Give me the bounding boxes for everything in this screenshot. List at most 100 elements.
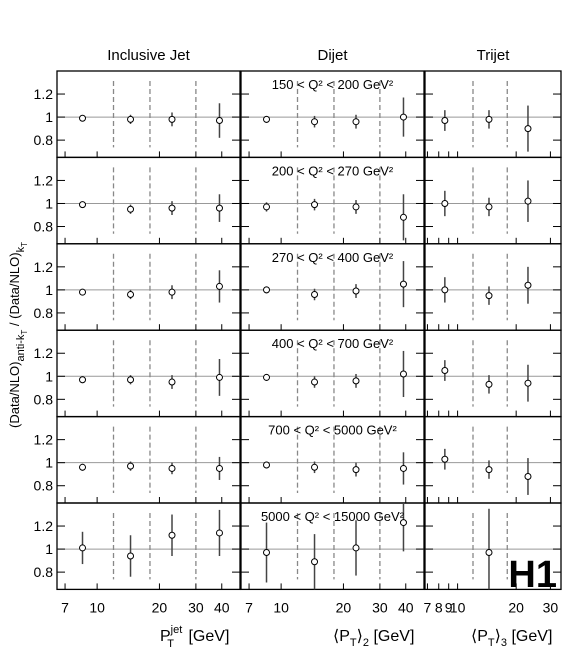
x-tick-label: 9: [445, 599, 453, 615]
x-tick-label: 10: [273, 599, 289, 615]
data-point: [215, 373, 223, 381]
x-tick-label: 20: [152, 599, 168, 615]
y-tick-label: 1: [45, 368, 53, 384]
x-axis-title-sub: T: [350, 637, 357, 649]
x-axis-title-unit: [GeV]: [184, 628, 229, 645]
data-point: [485, 292, 493, 300]
x-tick-label: 7: [245, 599, 253, 615]
y-tick-label: 0.8: [34, 391, 54, 407]
data-point: [399, 280, 407, 288]
q2-range-label: 150 < Q² < 200 GeV²: [272, 77, 394, 92]
data-point: [311, 201, 319, 209]
y-tick-label: 1: [45, 109, 53, 125]
y-tick-label: 1: [45, 455, 53, 471]
panel-frame: [56, 243, 241, 331]
data-point: [352, 466, 360, 474]
data-point: [352, 118, 360, 126]
data-point: [441, 455, 449, 463]
data-point: [263, 203, 271, 211]
y-axis-title-sub3: k: [15, 246, 27, 252]
data-point: [524, 281, 532, 289]
h1-logo: H1: [508, 554, 557, 596]
x-axis-title: ⟨PT⟩3 [GeV]: [471, 628, 552, 649]
data-point: [127, 115, 135, 123]
data-point: [79, 463, 87, 471]
data-point: [263, 286, 271, 294]
data-point: [168, 378, 176, 386]
data-point: [485, 203, 493, 211]
x-tick-label: 8: [435, 599, 443, 615]
x-tick-label: 7: [61, 599, 69, 615]
data-point: [127, 552, 135, 560]
data-point: [79, 288, 87, 296]
x-axis-title-sup: jet: [170, 624, 183, 636]
q2-range-label: 270 < Q² < 400 GeV²: [272, 250, 394, 265]
y-tick-label: 1.2: [34, 345, 54, 361]
data-point: [441, 199, 449, 207]
x-axis-title-unit: [GeV]: [369, 628, 414, 645]
data-point: [79, 201, 87, 209]
data-point: [263, 115, 271, 123]
x-axis-title-unit: [GeV]: [507, 628, 552, 645]
data-point: [311, 118, 319, 126]
data-point: [168, 288, 176, 296]
y-tick-label: 0.8: [34, 219, 54, 235]
x-axis-title-sub: T: [488, 637, 495, 649]
data-point: [399, 113, 407, 121]
panel-frame: [56, 70, 241, 159]
x-axis-title-main: P: [160, 628, 171, 645]
data-point: [311, 378, 319, 386]
data-point: [352, 544, 360, 552]
y-axis-title-main: (Data/NLO): [7, 362, 22, 428]
data-point: [485, 115, 493, 123]
data-point: [168, 464, 176, 472]
x-tick-label: 40: [214, 599, 230, 615]
x-tick-label: 20: [508, 599, 524, 615]
y-axis-title-sub: anti-k: [15, 334, 27, 361]
panel-frame: [56, 502, 241, 591]
data-point: [311, 463, 319, 471]
data-point: [215, 464, 223, 472]
x-axis-title: Pjet T [GeV]: [160, 624, 229, 650]
q2-range-label: 200 < Q² < 270 GeV²: [272, 163, 394, 178]
data-point: [441, 117, 449, 125]
data-point: [215, 529, 223, 537]
x-tick-label: 30: [543, 599, 559, 615]
y-tick-label: 1.2: [34, 432, 54, 448]
data-point: [524, 197, 532, 205]
data-point: [399, 519, 407, 527]
data-point: [127, 462, 135, 470]
panel-frame: [56, 329, 241, 418]
data-point: [127, 376, 135, 384]
data-point: [311, 558, 319, 566]
x-axis-title-main: ⟨P: [333, 628, 350, 645]
panel-frame: [56, 415, 241, 504]
data-point: [263, 549, 271, 557]
panel-frame: [424, 502, 562, 591]
y-tick-label: 1: [45, 541, 53, 557]
x-tick-label: 30: [372, 599, 388, 615]
data-point: [352, 287, 360, 295]
x-axis-title-sub: T: [167, 638, 174, 650]
x-axis-title-sub2: 3: [501, 637, 507, 649]
q2-range-label: 700 < Q² < 5000 GeV²: [268, 423, 397, 438]
y-tick-label: 1.2: [34, 86, 54, 102]
q2-range-label: 400 < Q² < 700 GeV²: [272, 336, 394, 351]
data-point: [311, 290, 319, 298]
data-point: [127, 205, 135, 213]
y-tick-label: 1: [45, 282, 53, 298]
column-title: Trijet: [477, 47, 511, 64]
data-point: [352, 203, 360, 211]
data-point: [79, 544, 87, 552]
y-axis-title-sub2: T: [20, 330, 29, 335]
data-point: [127, 290, 135, 298]
x-tick-label: 10: [89, 599, 105, 615]
y-axis-title: (Data/NLO)anti-kT / (Data/NLO)kT: [7, 242, 29, 428]
y-tick-label: 0.8: [34, 305, 54, 321]
y-tick-label: 0.8: [34, 478, 54, 494]
data-point: [215, 204, 223, 212]
data-point: [485, 466, 493, 474]
x-axis-title-sub2: 2: [363, 637, 369, 649]
data-point: [352, 377, 360, 385]
